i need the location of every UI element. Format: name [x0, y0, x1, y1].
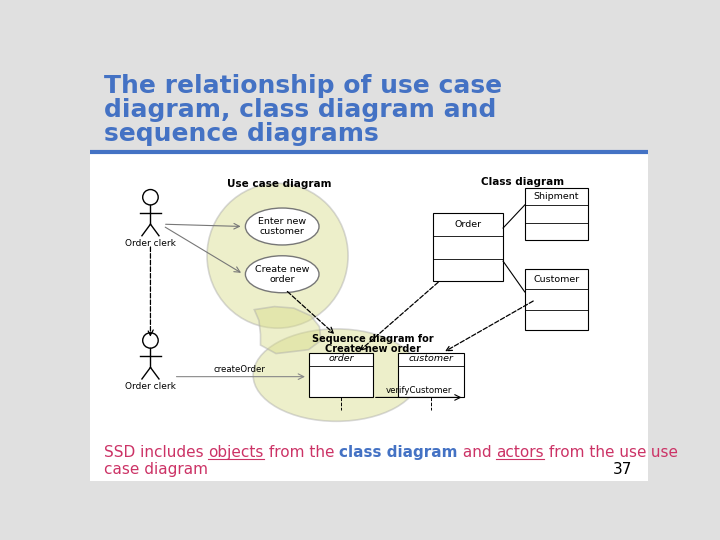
Text: Order clerk: Order clerk — [125, 239, 176, 248]
Text: actors: actors — [496, 445, 544, 460]
Text: order: order — [328, 354, 354, 363]
Ellipse shape — [246, 208, 319, 245]
FancyBboxPatch shape — [398, 353, 464, 397]
Bar — [400, 65, 408, 481]
Bar — [354, 65, 361, 481]
Bar — [431, 65, 438, 481]
Bar — [152, 65, 160, 481]
Ellipse shape — [207, 184, 348, 328]
FancyBboxPatch shape — [90, 152, 648, 481]
Text: class diagram: class diagram — [339, 445, 458, 460]
Text: Order clerk: Order clerk — [125, 382, 176, 391]
Bar — [137, 65, 144, 481]
Text: Create new
order: Create new order — [255, 265, 310, 284]
Text: sequence diagrams: sequence diagrams — [104, 122, 379, 146]
Bar — [168, 65, 175, 481]
Text: objects: objects — [209, 445, 264, 460]
Ellipse shape — [253, 329, 420, 421]
Bar — [446, 65, 454, 481]
Text: Class diagram: Class diagram — [481, 177, 564, 187]
Text: diagram, class diagram and: diagram, class diagram and — [104, 98, 496, 122]
Text: 37: 37 — [613, 462, 632, 477]
Bar — [106, 65, 113, 481]
FancyBboxPatch shape — [90, 65, 648, 152]
Bar — [245, 65, 253, 481]
Bar — [570, 65, 578, 481]
Bar — [307, 65, 315, 481]
Bar — [384, 65, 392, 481]
Bar — [601, 65, 609, 481]
Text: use: use — [647, 445, 678, 460]
FancyBboxPatch shape — [433, 213, 503, 281]
Text: Shipment: Shipment — [534, 192, 580, 201]
Bar — [632, 65, 640, 481]
Bar — [524, 65, 532, 481]
Bar — [323, 65, 330, 481]
Text: and: and — [458, 445, 496, 460]
Bar — [230, 65, 238, 481]
Bar — [415, 65, 423, 481]
Text: from the use: from the use — [544, 445, 647, 460]
Polygon shape — [254, 307, 321, 354]
Text: Customer: Customer — [534, 275, 580, 284]
FancyBboxPatch shape — [525, 188, 588, 240]
Bar — [493, 65, 500, 481]
Text: Enter new
customer: Enter new customer — [258, 217, 306, 236]
Bar — [183, 65, 191, 481]
Bar — [477, 65, 485, 481]
Bar — [508, 65, 516, 481]
Bar — [617, 65, 625, 481]
Bar — [539, 65, 547, 481]
Text: Order: Order — [454, 220, 482, 229]
Bar — [338, 65, 346, 481]
Bar — [276, 65, 284, 481]
Bar — [462, 65, 469, 481]
Bar — [555, 65, 563, 481]
Bar — [121, 65, 129, 481]
Bar — [369, 65, 377, 481]
Text: verifyCustomer: verifyCustomer — [385, 386, 451, 395]
Bar — [199, 65, 206, 481]
Bar — [214, 65, 222, 481]
Bar — [261, 65, 269, 481]
Bar — [292, 65, 300, 481]
Text: customer: customer — [408, 354, 454, 363]
Bar — [586, 65, 594, 481]
Bar — [90, 65, 98, 481]
Text: createOrder: createOrder — [214, 366, 266, 374]
Text: case diagram: case diagram — [104, 462, 208, 477]
Text: Use case diagram: Use case diagram — [227, 179, 331, 189]
Bar — [648, 65, 656, 481]
FancyBboxPatch shape — [525, 269, 588, 330]
Text: The relationship of use case: The relationship of use case — [104, 74, 502, 98]
FancyBboxPatch shape — [310, 353, 373, 397]
Text: Sequence diagram for: Sequence diagram for — [312, 334, 433, 345]
Text: from the: from the — [264, 445, 339, 460]
Ellipse shape — [246, 256, 319, 293]
Text: Create new order: Create new order — [325, 343, 420, 354]
Text: SSD includes: SSD includes — [104, 445, 209, 460]
